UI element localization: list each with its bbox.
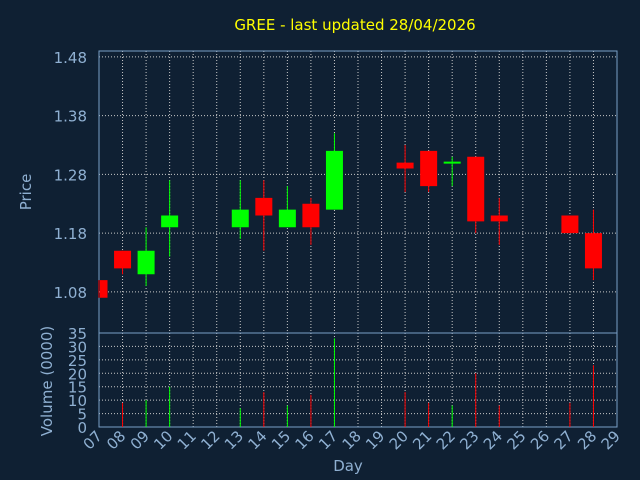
x-tick-label: 15: [268, 427, 294, 453]
x-tick-label: 20: [386, 427, 412, 453]
volume-tick-label: 5: [77, 406, 87, 424]
volume-tick-label: 20: [68, 365, 87, 383]
price-tick-label: 1.28: [54, 166, 87, 184]
volume-bars: [122, 338, 594, 427]
x-tick-label: 21: [409, 427, 435, 453]
candle-body: [114, 250, 132, 269]
price-grid: [98, 51, 618, 333]
candle-body: [584, 233, 602, 269]
x-tick-label: 22: [433, 427, 459, 453]
x-tick-label: 14: [244, 427, 270, 453]
volume-axis-label: Volume (0000): [38, 326, 56, 436]
volume-plot-area: [98, 332, 618, 428]
price-tick-label: 1.18: [54, 225, 87, 243]
candles: [98, 133, 602, 298]
x-tick-label: 12: [197, 427, 223, 453]
candle-body: [100, 280, 108, 298]
x-tick-label: 17: [315, 427, 341, 453]
price-tick-label: 1.48: [54, 49, 87, 67]
x-tick-label: 25: [503, 427, 529, 453]
candle-body: [467, 156, 485, 222]
candle-body: [325, 150, 343, 210]
x-ticks: 0708091011121314151617181920212223242526…: [80, 427, 624, 453]
volume-tick-label: 15: [68, 379, 87, 397]
price-tick-label: 1.38: [54, 108, 87, 126]
candle-body: [443, 161, 461, 164]
volume-tick-label: 35: [68, 325, 87, 343]
x-tick-label: 29: [598, 427, 624, 453]
x-tick-label: 28: [574, 427, 600, 453]
candle-body: [490, 215, 508, 222]
x-tick-label: 10: [150, 427, 176, 453]
x-tick-label: 16: [292, 427, 318, 453]
x-tick-label: 24: [480, 427, 506, 453]
candle-body: [231, 209, 249, 228]
volume-tick-label: 30: [68, 338, 87, 356]
volume-grid: [98, 332, 618, 428]
x-tick-label: 19: [362, 427, 388, 453]
candle-body: [396, 162, 414, 169]
candle-body: [161, 215, 179, 228]
volume-tick-label: 10: [68, 392, 87, 410]
x-tick-label: 11: [174, 427, 200, 453]
chart-title: GREE - last updated 28/04/2026: [234, 16, 475, 34]
price-axis-label: Price: [17, 174, 35, 211]
x-axis-label: Day: [333, 457, 363, 475]
volume-tick-label: 0: [77, 419, 87, 437]
x-tick-label: 13: [221, 427, 247, 453]
candle-body: [561, 215, 579, 234]
x-tick-label: 18: [339, 427, 365, 453]
candle-body: [255, 197, 273, 216]
price-tick-label: 1.08: [54, 284, 87, 302]
x-tick-label: 26: [527, 427, 553, 453]
price-y-ticks: 1.48 1.38 1.28 1.18 1.08: [54, 49, 87, 302]
candle-body: [278, 209, 296, 228]
candle-body: [137, 250, 155, 275]
volume-tick-label: 25: [68, 352, 87, 370]
candle-body: [302, 203, 320, 228]
x-tick-label: 09: [127, 427, 153, 453]
x-tick-label: 08: [103, 427, 129, 453]
x-tick-label: 27: [551, 427, 577, 453]
x-tick-label: 23: [456, 427, 482, 453]
candle-body: [420, 150, 438, 187]
